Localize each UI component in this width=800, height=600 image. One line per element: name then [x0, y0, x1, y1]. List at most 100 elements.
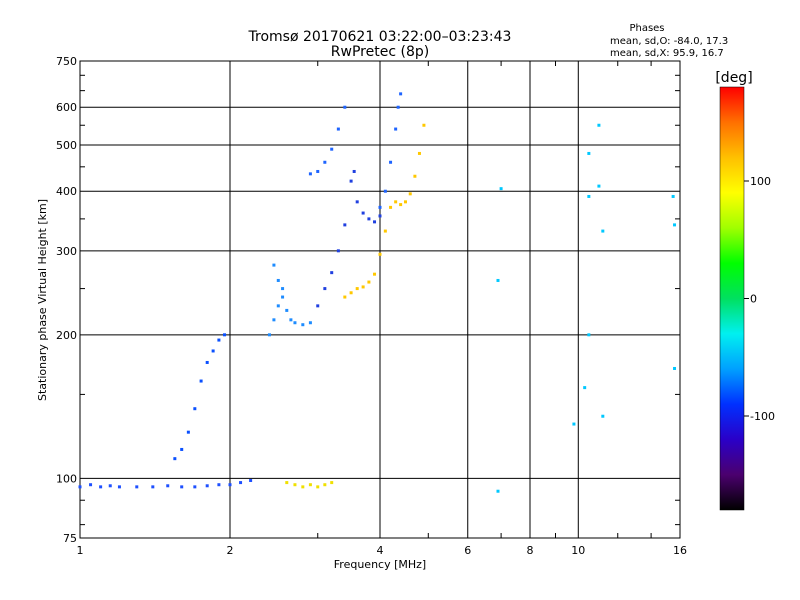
data-point	[135, 485, 139, 489]
data-point	[383, 189, 387, 193]
data-point	[336, 249, 340, 253]
data-point	[601, 414, 605, 418]
data-point	[78, 485, 82, 489]
data-point	[117, 485, 121, 489]
data-point	[281, 287, 285, 291]
data-point	[396, 105, 400, 109]
data-point	[199, 379, 203, 383]
data-point	[422, 123, 426, 127]
x-tick-label: 2	[227, 544, 234, 557]
data-point	[308, 321, 312, 325]
data-point	[330, 147, 334, 151]
data-point	[205, 360, 209, 364]
data-point	[186, 430, 190, 434]
chart-title: Tromsø 20170621 03:22:00–03:23:43	[248, 29, 512, 45]
data-point	[272, 263, 276, 267]
colorbar-tick-label: 0	[750, 293, 757, 306]
data-point	[389, 205, 393, 209]
data-point	[166, 484, 170, 488]
data-point	[352, 169, 356, 173]
data-point	[673, 366, 677, 370]
data-point	[343, 223, 347, 227]
data-point	[673, 223, 677, 227]
y-tick-label: 600	[56, 101, 77, 114]
colorbar-ticks: 100 0 -100	[744, 175, 775, 423]
data-point	[323, 483, 327, 487]
data-point	[499, 187, 503, 191]
data-point	[355, 200, 359, 204]
data-point	[361, 211, 365, 215]
data-point	[285, 308, 289, 312]
data-point	[383, 229, 387, 233]
data-point	[276, 278, 280, 282]
y-tick-label: 750	[56, 55, 77, 68]
chart-subtitle: RwPretec (8p)	[331, 44, 429, 60]
data-point	[330, 271, 334, 275]
data-point	[308, 483, 312, 487]
data-point	[239, 481, 243, 485]
data-point	[587, 151, 591, 155]
data-point	[367, 280, 371, 284]
data-point	[316, 169, 320, 173]
data-point	[399, 92, 403, 96]
y-axis-label: Stationary phase Virtual Height [km]	[36, 199, 49, 401]
x-tick-label: 4	[377, 544, 384, 557]
legend-title: Phases	[629, 23, 664, 34]
colorbar-tick-label: -100	[750, 410, 775, 423]
data-point	[601, 229, 605, 233]
data-point	[373, 220, 377, 224]
data-point	[289, 318, 293, 322]
data-point	[330, 481, 334, 485]
data-point	[228, 483, 232, 487]
data-point	[180, 447, 184, 451]
x-tick-label: 16	[673, 544, 687, 557]
data-point	[413, 174, 417, 178]
y-tick-label: 500	[56, 139, 77, 152]
data-point	[267, 333, 271, 337]
data-point	[193, 407, 197, 411]
data-point	[285, 481, 289, 485]
data-point	[373, 272, 377, 276]
data-point	[378, 205, 382, 209]
grid	[80, 61, 680, 538]
data-point	[308, 172, 312, 176]
legend-x-stats: mean, sd,X: 95.9, 16.7	[610, 48, 724, 59]
data-point	[408, 192, 412, 196]
data-point	[343, 105, 347, 109]
x-tick-label: 10	[571, 544, 585, 557]
x-tick-label: 6	[464, 544, 471, 557]
data-point	[343, 295, 347, 299]
data-point	[597, 184, 601, 188]
y-tick-label: 100	[56, 472, 77, 485]
data-point	[378, 252, 382, 256]
data-point	[301, 323, 305, 327]
data-point	[399, 203, 403, 207]
data-point	[417, 151, 421, 155]
data-point	[293, 321, 297, 325]
data-point	[272, 318, 276, 322]
data-point	[211, 349, 215, 353]
data-point	[301, 485, 305, 489]
data-point	[587, 194, 591, 198]
x-tick-label: 1	[77, 544, 84, 557]
data-point	[151, 485, 155, 489]
data-point	[597, 123, 601, 127]
data-point	[394, 200, 398, 204]
data-point	[336, 127, 340, 131]
data-point	[323, 287, 327, 291]
x-axis-label: Frequency [MHz]	[334, 558, 426, 571]
y-tick-label: 300	[56, 245, 77, 258]
data-point	[217, 338, 221, 342]
data-point	[355, 287, 359, 291]
data-point	[108, 484, 112, 488]
y-tick-label: 200	[56, 329, 77, 342]
data-point	[389, 160, 393, 164]
data-point	[193, 485, 197, 489]
data-points	[78, 92, 677, 493]
x-tick-label: 8	[527, 544, 534, 557]
data-point	[99, 485, 103, 489]
axis-ticks: 1 2 4 6 8 10 16 75 100 200 300 400 500 600 750	[56, 55, 687, 557]
data-point	[403, 200, 407, 204]
data-point	[293, 483, 297, 487]
data-point	[361, 285, 365, 289]
